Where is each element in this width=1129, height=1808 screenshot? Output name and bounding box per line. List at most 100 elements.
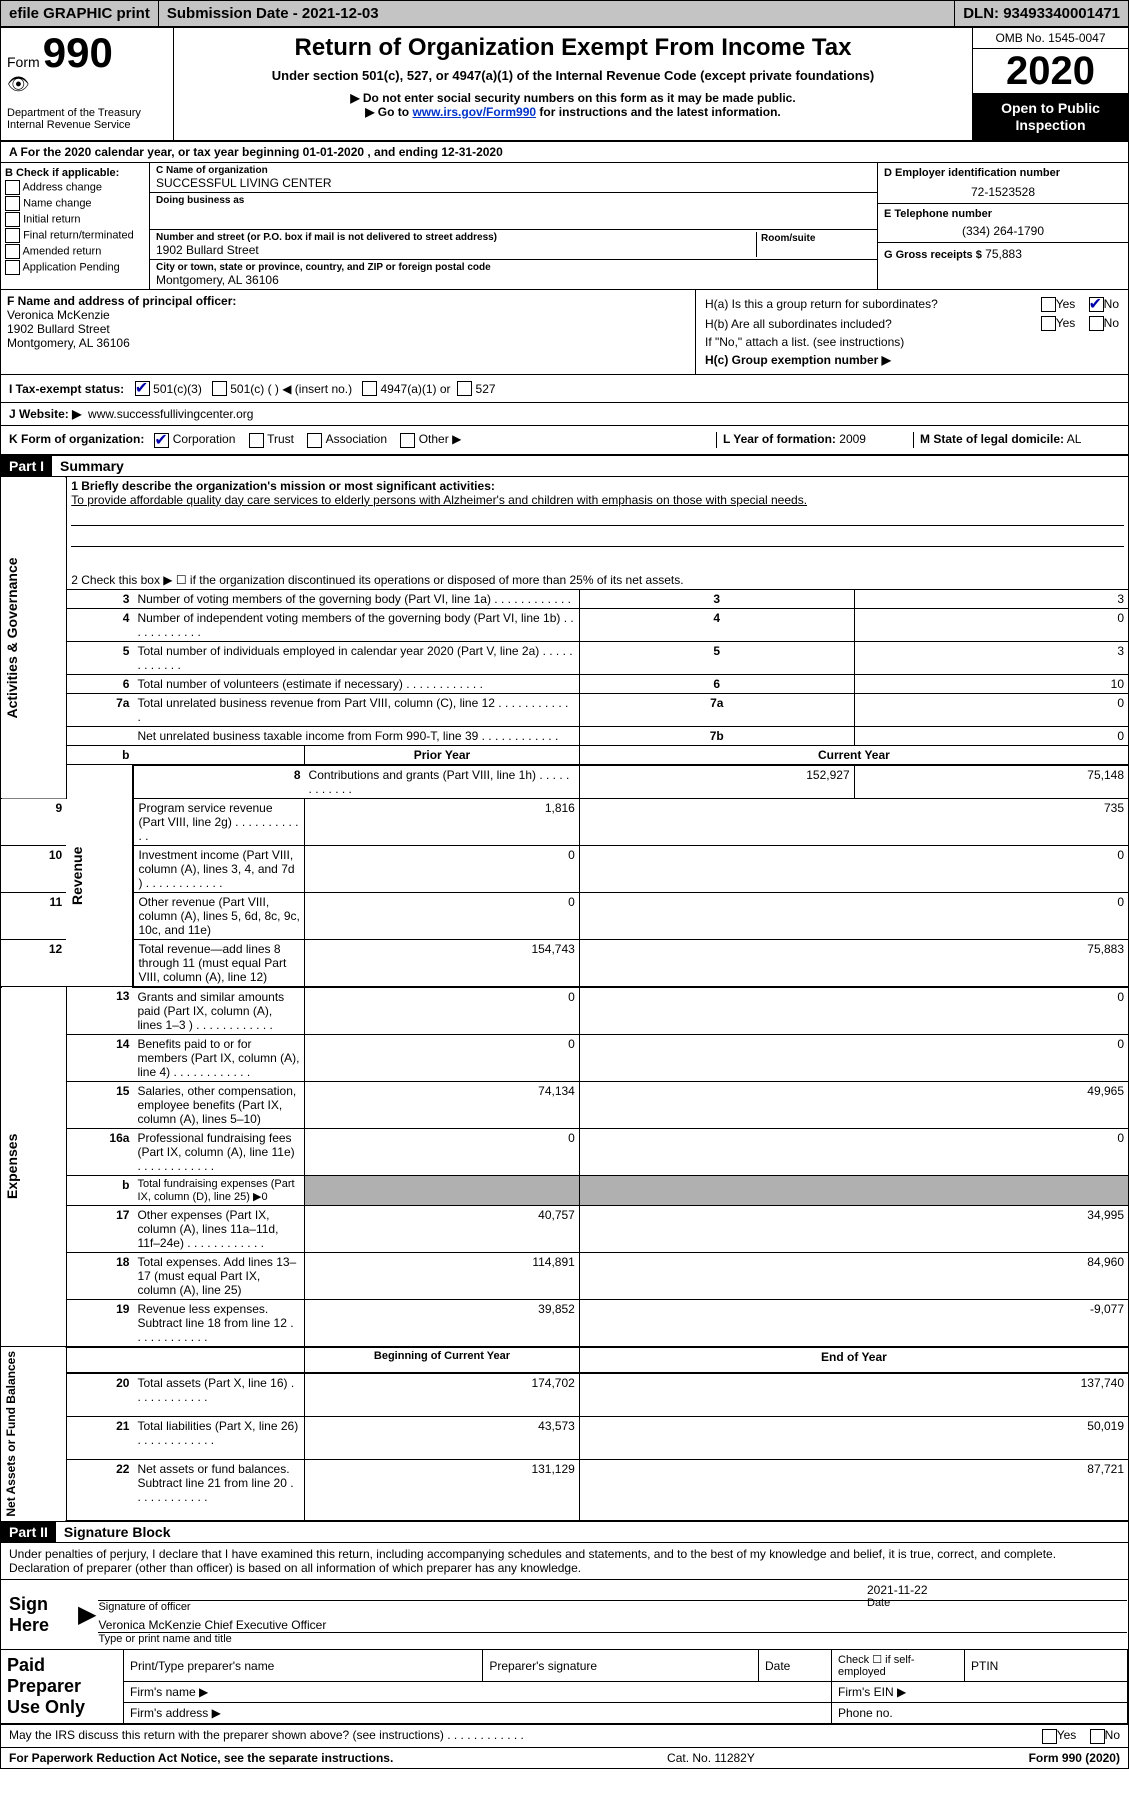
form-label: Form [7, 54, 40, 70]
room-label: Room/suite [761, 233, 815, 244]
end-year-head: End of Year [579, 1347, 1128, 1373]
side-expenses: Expenses [1, 987, 66, 1347]
part1-badge: Part I [1, 456, 52, 476]
status-527-checkbox[interactable] [457, 381, 472, 396]
check-amended-return[interactable]: Amended return [5, 244, 145, 259]
sign-here-label: Sign Here [1, 1580, 77, 1649]
line-a-tax-year: A For the 2020 calendar year, or tax yea… [1, 142, 1128, 163]
topbar: efile GRAPHIC print Submission Date - 20… [1, 1, 1128, 28]
check-application-pending[interactable]: Application Pending [5, 260, 145, 275]
hb-no-checkbox[interactable] [1089, 316, 1104, 331]
part2-title: Signature Block [56, 1522, 179, 1542]
k-corp-checkbox[interactable] [154, 433, 169, 448]
mission-text: To provide affordable quality day care s… [71, 493, 807, 507]
street-label: Number and street (or P.O. box if mail i… [156, 232, 756, 243]
section-i: I Tax-exempt status: 501(c)(3) 501(c) ( … [1, 375, 1128, 403]
shaded-cell [579, 1175, 1128, 1205]
hb-note: If "No," attach a list. (see instruction… [704, 334, 1120, 350]
note2-pre: ▶ Go to [365, 105, 412, 119]
phone-no-label: Phone no. [832, 1703, 1128, 1724]
pp-date-label: Date [759, 1650, 832, 1682]
k-other-checkbox[interactable] [400, 433, 415, 448]
k-label: K Form of organization: [9, 432, 144, 446]
k-assoc-checkbox[interactable] [307, 433, 322, 448]
side-netassets: Net Assets or Fund Balances [1, 1347, 66, 1522]
k-trust-checkbox[interactable] [249, 433, 264, 448]
org-name: SUCCESSFUL LIVING CENTER [156, 176, 871, 190]
check-address-change[interactable]: Address change [5, 180, 145, 195]
footer-left: For Paperwork Reduction Act Notice, see … [9, 1751, 393, 1765]
officer-name-label: Type or print name and title [98, 1632, 1127, 1645]
line1-label: 1 Briefly describe the organization's mi… [71, 479, 495, 493]
department-label: Department of the Treasury Internal Reve… [7, 107, 167, 131]
phone-label: E Telephone number [884, 208, 1122, 220]
submission-date: Submission Date - 2021-12-03 [159, 1, 955, 26]
section-deg: D Employer identification number 72-1523… [877, 163, 1128, 289]
sig-date-label: Date [867, 1597, 890, 1609]
officer-addr2: Montgomery, AL 36106 [7, 336, 689, 350]
pp-name-label: Print/Type preparer's name [124, 1650, 483, 1682]
section-f: F Name and address of principal officer:… [1, 290, 696, 375]
shaded-cell [305, 1175, 580, 1205]
may-irs-row: May the IRS discuss this return with the… [1, 1724, 1128, 1746]
hb-yes-checkbox[interactable] [1041, 316, 1056, 331]
check-name-change[interactable]: Name change [5, 196, 145, 211]
pp-ptin-label: PTIN [965, 1650, 1128, 1682]
side-revenue: Revenue [66, 765, 133, 987]
side-activities: Activities & Governance [1, 477, 66, 799]
hc-label: H(c) Group exemption number ▶ [704, 352, 1120, 368]
ha-no-checkbox[interactable] [1089, 297, 1104, 312]
form-title: Return of Organization Exempt From Incom… [178, 34, 968, 62]
part1-header-row: Part I Summary [1, 456, 1128, 477]
check-final-return[interactable]: Final return/terminated [5, 228, 145, 243]
phone-value: (334) 264-1790 [884, 224, 1122, 238]
officer-label: F Name and address of principal officer: [7, 294, 689, 308]
header-right: OMB No. 1545-0047 2020 Open to Public In… [973, 28, 1128, 140]
section-j: J Website: ▶ www.successfullivingcenter.… [1, 403, 1128, 426]
pp-sig-label: Preparer's signature [483, 1650, 759, 1682]
ha-label: H(a) Is this a group return for subordin… [704, 296, 1013, 313]
officer-printed-name: Veronica McKenzie Chief Executive Office… [98, 1618, 1127, 1632]
dln: DLN: 93493340001471 [955, 1, 1128, 26]
form-subtitle: Under section 501(c), 527, or 4947(a)(1)… [178, 68, 968, 83]
ein-value: 72-1523528 [884, 185, 1122, 199]
check-initial-return[interactable]: Initial return [5, 212, 145, 227]
may-no-checkbox[interactable] [1090, 1729, 1105, 1744]
street-address: 1902 Bullard Street [156, 243, 756, 257]
line2-text: 2 Check this box ▶ ☐ if the organization… [66, 571, 1128, 590]
section-fh: F Name and address of principal officer:… [1, 290, 1128, 376]
part2-badge: Part II [1, 1522, 56, 1542]
form-number: 990 [43, 29, 113, 76]
l-label: L Year of formation: [723, 432, 836, 446]
city-label: City or town, state or province, country… [156, 262, 871, 273]
may-yes-checkbox[interactable] [1042, 1729, 1057, 1744]
arrow-icon: ▶ [77, 1580, 97, 1649]
tax-year: 2020 [973, 49, 1128, 94]
ssn-warning: ▶ Do not enter social security numbers o… [178, 91, 968, 105]
sig-date-value: 2021-11-22 [867, 1583, 1127, 1597]
firm-name-label: Firm's name ▶ [124, 1682, 832, 1703]
status-501c3-checkbox[interactable] [135, 381, 150, 396]
may-irs-text: May the IRS discuss this return with the… [9, 1728, 444, 1742]
status-4947-checkbox[interactable] [362, 381, 377, 396]
gross-receipts-label: G Gross receipts $ [884, 249, 982, 261]
part1-table: Activities & Governance 1 Briefly descri… [1, 477, 1128, 1523]
website-label: J Website: ▶ [9, 407, 81, 421]
footer-right: Form 990 (2020) [1029, 1751, 1120, 1765]
m-value: AL [1067, 432, 1082, 446]
hb-label: H(b) Are all subordinates included? [704, 315, 1013, 332]
m-label: M State of legal domicile: [920, 432, 1064, 446]
instructions-link[interactable]: www.irs.gov/Form990 [412, 105, 536, 119]
submission-date-label: Submission Date - [167, 5, 298, 22]
ha-yes-checkbox[interactable] [1041, 297, 1056, 312]
section-klm: K Form of organization: Corporation Trus… [1, 426, 1128, 455]
beg-year-head: Beginning of Current Year [305, 1347, 580, 1373]
dln-label: DLN: [963, 5, 999, 22]
instructions-link-row: ▶ Go to www.irs.gov/Form990 for instruct… [178, 105, 968, 119]
omb-number: OMB No. 1545-0047 [973, 28, 1128, 49]
website-value: www.successfullivingcenter.org [88, 407, 253, 421]
status-501c-checkbox[interactable] [212, 381, 227, 396]
section-b-label: B Check if applicable: [5, 167, 145, 179]
officer-name: Veronica McKenzie [7, 308, 689, 322]
i-label: I Tax-exempt status: [9, 382, 124, 396]
